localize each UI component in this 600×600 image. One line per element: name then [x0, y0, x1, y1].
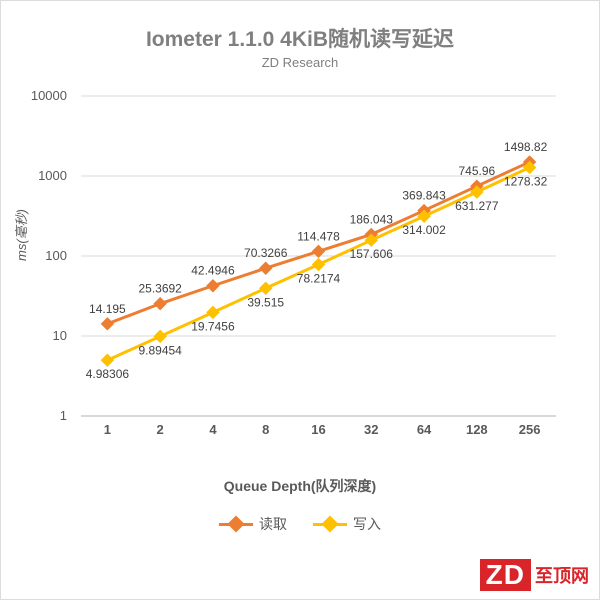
legend-swatch-read	[219, 523, 253, 526]
svg-text:128: 128	[466, 422, 488, 437]
svg-text:4: 4	[209, 422, 217, 437]
svg-text:1000: 1000	[38, 168, 67, 183]
svg-text:745.96: 745.96	[458, 164, 495, 178]
svg-text:32: 32	[364, 422, 378, 437]
svg-text:369.843: 369.843	[402, 189, 446, 203]
logo-zd-box: ZD	[480, 559, 531, 591]
logo-cn-text: 至顶网	[535, 562, 589, 588]
svg-text:8: 8	[262, 422, 269, 437]
chart-title: Iometer 1.1.0 4KiB随机读写延迟	[1, 23, 599, 53]
svg-text:25.3692: 25.3692	[138, 282, 182, 296]
chart-frame: Iometer 1.1.0 4KiB随机读写延迟 ZD Research ms(…	[0, 0, 600, 600]
svg-text:100: 100	[45, 248, 67, 263]
brand-logo: ZD 至顶网	[480, 559, 589, 591]
svg-text:2: 2	[157, 422, 164, 437]
svg-text:4.98306: 4.98306	[86, 367, 130, 381]
svg-text:157.606: 157.606	[350, 247, 394, 261]
legend-label-read: 读取	[259, 514, 287, 534]
svg-text:631.277: 631.277	[455, 199, 499, 213]
chart-svg: 110100100010000124816326412825614.19525.…	[71, 91, 566, 441]
svg-text:39.515: 39.515	[247, 295, 284, 309]
svg-text:1498.82: 1498.82	[504, 140, 548, 154]
svg-text:16: 16	[311, 422, 325, 437]
chart-subtitle: ZD Research	[1, 55, 599, 70]
svg-text:256: 256	[519, 422, 541, 437]
svg-text:14.195: 14.195	[89, 302, 126, 316]
svg-text:42.4946: 42.4946	[191, 264, 235, 278]
y-axis-title: ms(毫秒)	[11, 209, 30, 261]
legend-item-read: 读取	[219, 514, 287, 534]
svg-text:70.3266: 70.3266	[244, 246, 288, 260]
legend-label-write: 写入	[353, 514, 381, 534]
svg-text:1278.32: 1278.32	[504, 174, 548, 188]
svg-text:64: 64	[417, 422, 432, 437]
legend: 读取 写入	[1, 514, 599, 534]
svg-text:186.043: 186.043	[350, 212, 394, 226]
svg-text:9.89454: 9.89454	[138, 343, 182, 357]
legend-swatch-write	[313, 523, 347, 526]
svg-text:1: 1	[60, 408, 67, 423]
title-block: Iometer 1.1.0 4KiB随机读写延迟 ZD Research	[1, 23, 599, 70]
svg-text:1: 1	[104, 422, 111, 437]
svg-text:114.478: 114.478	[297, 229, 340, 243]
svg-text:10000: 10000	[31, 88, 67, 103]
legend-item-write: 写入	[313, 514, 381, 534]
svg-text:314.002: 314.002	[402, 223, 446, 237]
plot-area: 110100100010000124816326412825614.19525.…	[71, 91, 566, 441]
svg-text:10: 10	[53, 328, 67, 343]
svg-text:78.2174: 78.2174	[297, 272, 341, 286]
svg-text:19.7456: 19.7456	[191, 319, 235, 333]
x-axis-title: Queue Depth(队列深度)	[1, 476, 599, 496]
